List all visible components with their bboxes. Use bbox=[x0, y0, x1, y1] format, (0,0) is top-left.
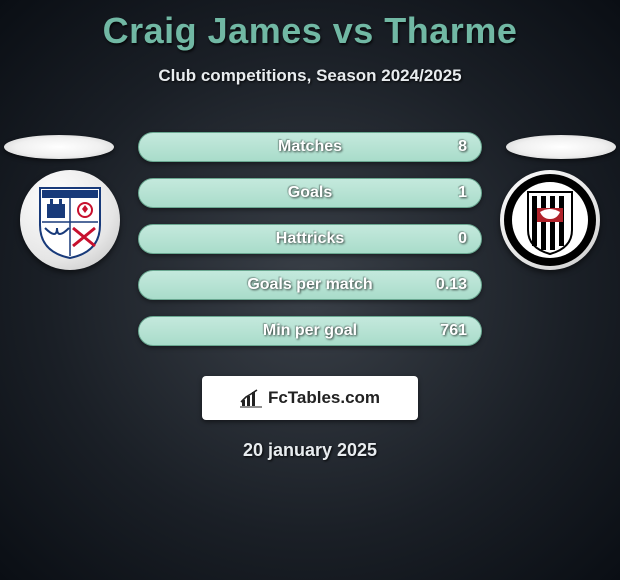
left-value-ellipse bbox=[4, 135, 114, 159]
stat-row: Goals per match 0.13 bbox=[0, 262, 620, 308]
right-value-ellipse bbox=[506, 135, 616, 159]
stat-row: Min per goal 761 bbox=[0, 308, 620, 354]
stat-value: 1 bbox=[458, 184, 467, 202]
stat-label: Goals per match bbox=[247, 276, 372, 294]
stat-row: Matches 8 bbox=[0, 124, 620, 170]
stat-value: 0 bbox=[458, 230, 467, 248]
stat-label: Min per goal bbox=[263, 322, 357, 340]
stats-container: Matches 8 Goals 1 Hattricks 0 Goals per … bbox=[0, 124, 620, 354]
stat-value: 761 bbox=[440, 322, 467, 340]
bar-chart-icon bbox=[240, 388, 262, 408]
stat-label: Goals bbox=[288, 184, 332, 202]
brand-box[interactable]: FcTables.com bbox=[202, 376, 418, 420]
stat-pill: Goals 1 bbox=[138, 178, 482, 208]
stat-value: 0.13 bbox=[436, 276, 467, 294]
stat-value: 8 bbox=[458, 138, 467, 156]
page-title: Craig James vs Tharme bbox=[0, 0, 620, 52]
brand-text: FcTables.com bbox=[268, 388, 380, 408]
stat-row: Goals 1 bbox=[0, 170, 620, 216]
stat-pill: Matches 8 bbox=[138, 132, 482, 162]
date-text: 20 january 2025 bbox=[0, 440, 620, 461]
stat-pill: Goals per match 0.13 bbox=[138, 270, 482, 300]
stat-label: Matches bbox=[278, 138, 342, 156]
stat-pill: Min per goal 761 bbox=[138, 316, 482, 346]
subtitle: Club competitions, Season 2024/2025 bbox=[0, 66, 620, 86]
stat-label: Hattricks bbox=[276, 230, 344, 248]
stat-row: Hattricks 0 bbox=[0, 216, 620, 262]
stat-pill: Hattricks 0 bbox=[138, 224, 482, 254]
